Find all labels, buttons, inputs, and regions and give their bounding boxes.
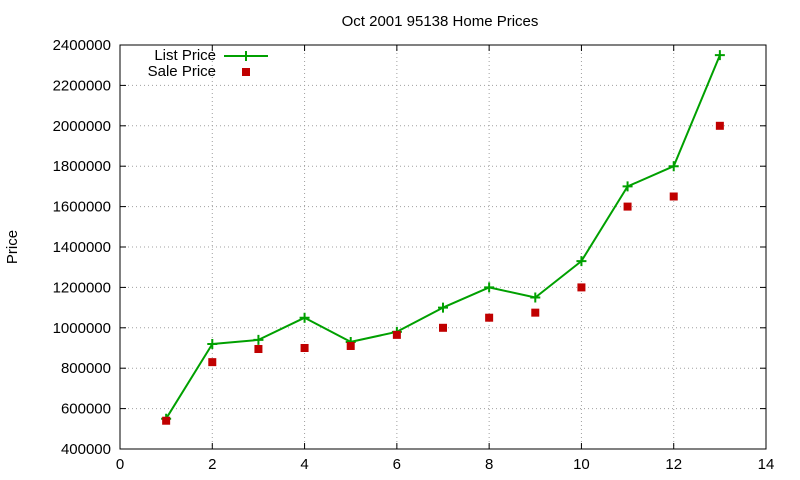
data-point-sale-price [208, 358, 217, 367]
data-point-sale-price [346, 341, 355, 350]
data-point-list-price [622, 181, 633, 192]
y-tick-label: 1600000 [53, 199, 111, 216]
y-tick-label: 2200000 [53, 77, 111, 94]
y-tick-label: 1400000 [53, 239, 111, 256]
data-point-sale-price [531, 308, 540, 317]
y-tick-label: 1800000 [53, 158, 111, 175]
data-point-list-price [438, 302, 448, 313]
y-tick-label: 2000000 [53, 118, 111, 135]
data-point-sale-price [669, 192, 678, 201]
x-tick-label: 14 [758, 456, 775, 473]
data-point-list-price [576, 256, 587, 267]
data-point-list-price [253, 334, 264, 345]
x-tick-label: 2 [208, 456, 216, 473]
data-point-list-price [714, 50, 725, 61]
data-point-sale-price [162, 416, 171, 425]
x-tick-label: 6 [393, 456, 401, 473]
data-point-sale-price [254, 345, 263, 354]
series-layer [161, 50, 725, 425]
data-point-list-price [299, 312, 310, 323]
data-point-list-price [484, 282, 495, 293]
data-point-list-price [668, 161, 679, 172]
legend-label-sale-price: Sale Price [148, 63, 216, 80]
x-tick-label: 4 [300, 456, 308, 473]
x-tick-label: 8 [485, 456, 493, 473]
data-point-sale-price [623, 202, 632, 211]
axis-ticks [119, 44, 767, 450]
data-point-list-price [207, 338, 218, 349]
y-tick-label: 1000000 [53, 320, 111, 337]
data-point-sale-price [485, 313, 494, 322]
data-point-sale-price [300, 344, 309, 352]
axis-tick-labels: 0 2 4 6 8 10 12 14 400000 600000 800000 1000000 1200… [53, 37, 775, 473]
y-tick-label: 800000 [61, 360, 111, 377]
data-point-sale-price [715, 121, 724, 130]
chart-title: Oct 2001 95138 Home Prices [342, 13, 539, 30]
y-tick-label: 2400000 [53, 37, 111, 54]
x-tick-label: 10 [573, 456, 590, 473]
data-point-sale-price [439, 323, 447, 332]
x-tick-label: 0 [116, 456, 124, 473]
series-line-list-price [165, 54, 721, 420]
y-tick-label: 400000 [61, 441, 111, 458]
data-point-sale-price [392, 330, 401, 339]
y-axis-label: Price [4, 230, 21, 264]
legend-plus-marker [241, 51, 251, 61]
series-sale-price [162, 121, 724, 425]
y-tick-label: 600000 [61, 401, 111, 418]
legend-label-list-price: List Price [154, 47, 216, 64]
x-tick-label: 12 [665, 456, 682, 473]
legend-square-marker [242, 68, 250, 76]
legend: List Price Sale Price [148, 47, 268, 80]
series-list-price [161, 50, 725, 424]
grid [120, 45, 766, 449]
data-point-list-price [530, 292, 541, 303]
y-tick-label: 1200000 [53, 279, 111, 296]
data-point-sale-price [577, 283, 586, 292]
